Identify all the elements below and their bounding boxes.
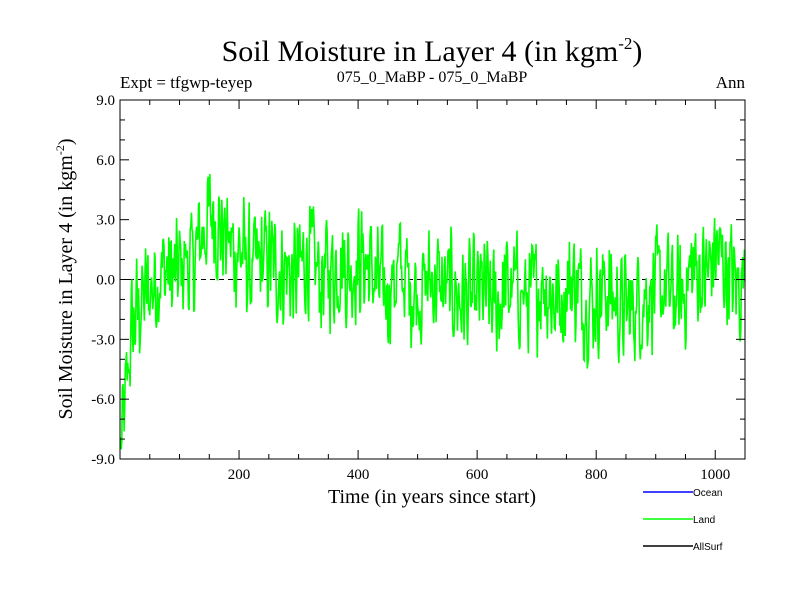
x-tick-label: 400 — [347, 467, 370, 483]
y-tick-label: -3.0 — [91, 332, 115, 348]
chart-title-close: ) — [632, 35, 642, 68]
subtitle-left: Expt = tfgwp-teyep — [120, 73, 252, 92]
y-axis-label-close: ) — [55, 138, 77, 145]
axis-tick-labels: 200 400 600 800 1000 -9.0 -6.0 -3.0 0.0 3.0 6.0 9.0 — [91, 93, 730, 483]
y-tick-label: 3.0 — [96, 213, 115, 229]
legend-label-allsurf: AllSurf — [693, 542, 723, 553]
plot-frame — [119, 99, 746, 460]
y-tick-label: 9.0 — [96, 93, 115, 109]
chart-title: Soil Moisture in Layer 4 (in kgm-2) — [222, 34, 643, 68]
x-tick-label: 800 — [585, 467, 608, 483]
y-tick-label: -6.0 — [91, 392, 115, 408]
subtitle-center: 075_0_MaBP - 075_0_MaBP — [337, 69, 528, 86]
x-tick-label: 200 — [228, 467, 251, 483]
legend-label-land: Land — [693, 515, 715, 526]
y-axis-label-superscript: -2 — [53, 145, 67, 155]
y-tick-label: 6.0 — [96, 153, 115, 169]
x-tick-label: 600 — [466, 467, 489, 483]
series-line-land — [120, 173, 745, 450]
x-axis-label: Time (in years since start) — [328, 486, 536, 508]
y-tick-label: -9.0 — [91, 452, 115, 468]
legend-label-ocean: Ocean — [693, 488, 722, 499]
chart-title-superscript: -2 — [618, 34, 632, 53]
axis-ticks — [120, 99, 745, 460]
x-tick-label: 1000 — [700, 467, 730, 483]
y-axis-label: Soil Moisture in Layer 4 (in kgm-2) — [53, 138, 77, 419]
plot-area — [120, 173, 745, 450]
y-tick-label: 0.0 — [96, 273, 115, 289]
legend: Ocean Land AllSurf — [643, 488, 723, 553]
subtitle-right: Ann — [716, 73, 746, 92]
